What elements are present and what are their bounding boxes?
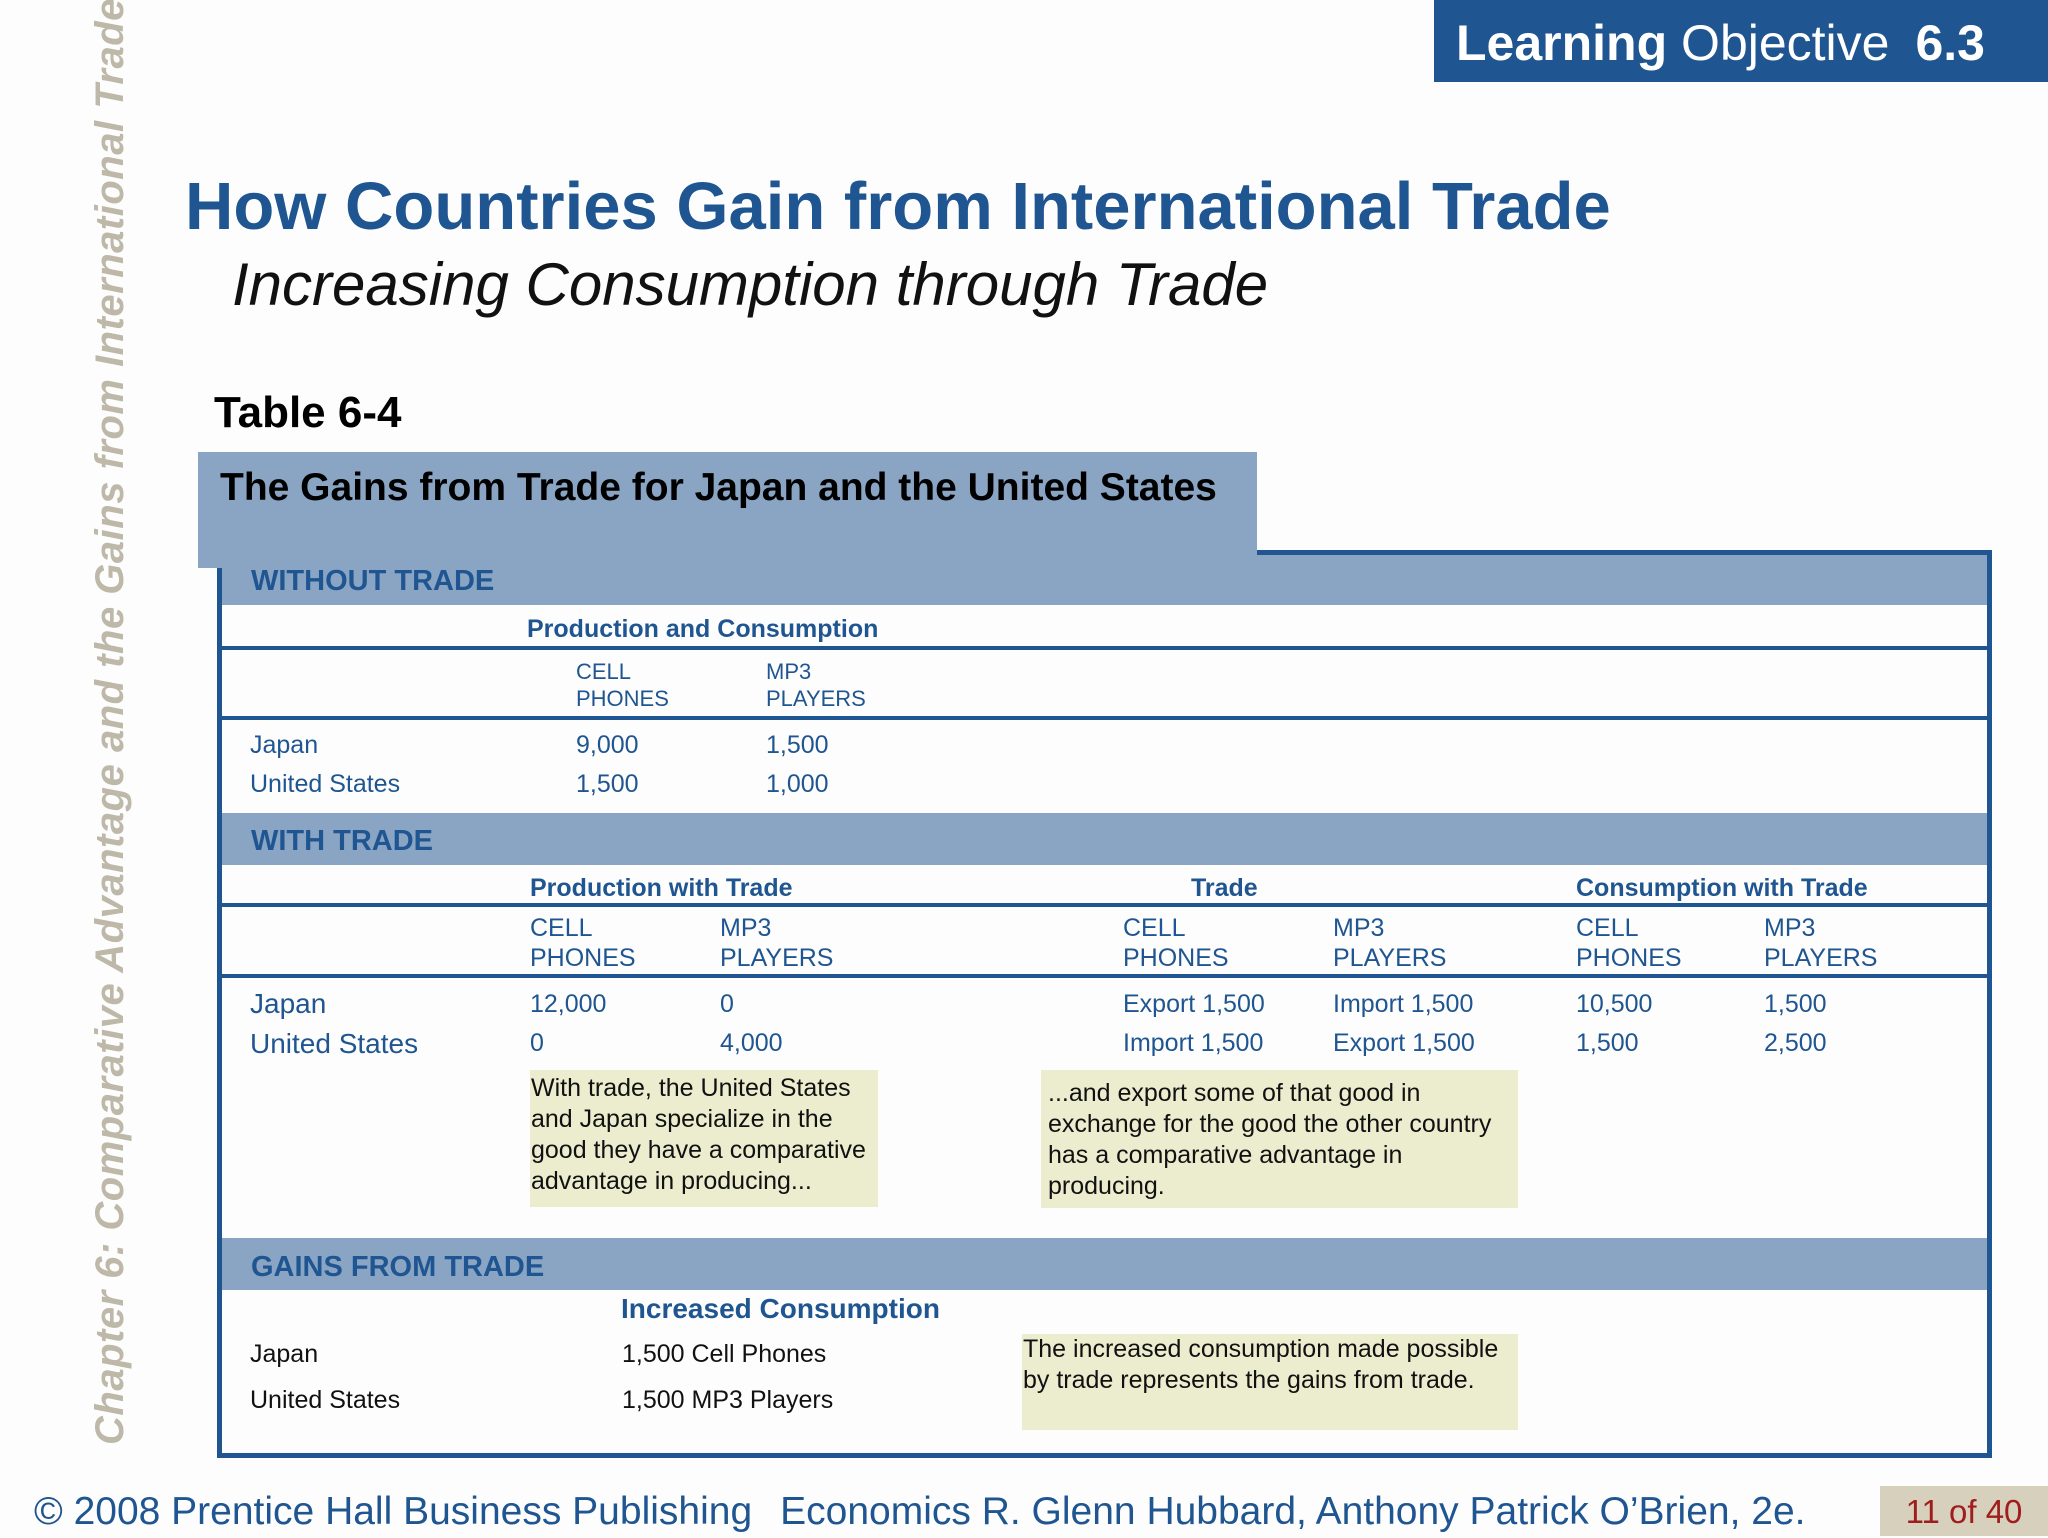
row-country: Japan [250,1340,319,1368]
divider [222,974,1987,978]
callout-export: ...and export some of that good in excha… [1041,1070,1518,1208]
table-cell: 9,000 [576,731,639,759]
banner-bold-text: Learning [1456,15,1668,71]
row-country: Japan [250,988,327,1019]
slide-subtitle: Increasing Consumption through Trade [232,251,1269,318]
column-header-mp3-players: MP3 PLAYERS [720,914,834,972]
column-header-cell-phones: CELL PHONES [1576,914,1682,972]
table-cell: 1,000 [766,770,829,798]
footer-book: Economics R. Glenn Hubbard, Anthony Patr… [780,1490,1806,1533]
band-without-trade: WITHOUT TRADE [222,555,1987,605]
table-cell: 2,500 [1764,1029,1827,1057]
slide-title: How Countries Gain from International Tr… [185,169,1611,244]
table-cell: 4,000 [720,1029,783,1057]
table-cell: Import 1,500 [1123,1029,1264,1057]
table-cell: Import 1,500 [1333,990,1474,1018]
group-production-with-trade: Production with Trade [530,874,793,902]
table-caption: The Gains from Trade for Japan and the U… [198,452,1257,568]
column-header-cell-phones: CELL PHONES [530,914,636,972]
divider [222,646,1987,650]
group-trade: Trade [1191,874,1258,902]
learning-objective-banner: Learning Objective 6.3 [1434,0,2048,82]
band-gains-from-trade: GAINS FROM TRADE [222,1238,1987,1290]
callout-gains: The increased consumption made possible … [1022,1334,1518,1430]
table-cell: Export 1,500 [1333,1029,1475,1057]
footer-copyright: © 2008 Prentice Hall Business Publishing [34,1490,753,1533]
column-header-mp3-players: MP3 PLAYERS [766,659,866,711]
column-header-cell-phones: CELL PHONES [1123,914,1229,972]
column-header-mp3-players: MP3 PLAYERS [1764,914,1878,972]
table-cell: 1,500 MP3 Players [622,1386,834,1414]
group-consumption-with-trade: Consumption with Trade [1576,874,1868,902]
column-header-mp3-players: MP3 PLAYERS [1333,914,1447,972]
table-cell: 1,500 [1764,990,1827,1018]
banner-text: Objective [1681,15,1890,71]
table-frame [217,550,1992,1458]
row-country: United States [250,770,401,798]
row-country: United States [250,1028,419,1059]
table-cell: 12,000 [530,990,607,1018]
table-label: Table 6-4 [214,388,402,437]
table-cell: 1,500 [576,770,639,798]
banner-number: 6.3 [1915,15,1985,71]
table-cell: Export 1,500 [1123,990,1265,1018]
band-with-trade: WITH TRADE [222,813,1987,865]
row-country: Japan [250,731,319,759]
row-country: United States [250,1386,401,1414]
table-cell: 0 [530,1029,544,1057]
column-header-cell-phones: CELL PHONES [576,659,669,711]
group-production-consumption: Production and Consumption [527,615,879,643]
chapter-side-text: Chapter 6: Comparative Advantage and the… [88,0,132,1445]
page-number: 11 of 40 [1880,1486,2048,1536]
callout-specialize: With trade, the United States and Japan … [530,1070,878,1207]
table-cell: 10,500 [1576,990,1653,1018]
table-cell: 1,500 [1576,1029,1639,1057]
footer: © 2008 Prentice Hall Business Publishing… [34,1490,1833,1534]
table-cell: 1,500 Cell Phones [622,1340,827,1368]
table-cell: 0 [720,990,734,1018]
group-increased-consumption: Increased Consumption [621,1293,940,1324]
divider [222,903,1987,907]
divider [222,716,1987,720]
table-cell: 1,500 [766,731,829,759]
